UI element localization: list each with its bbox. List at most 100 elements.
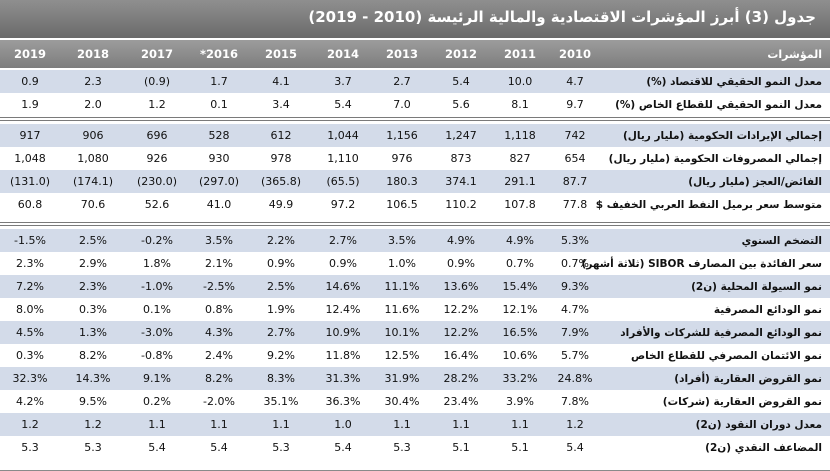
table-row: 1.9 2.0 1.2 0.1 3.4 5.4 7.0 5.6 8.1 9.7 معدل النمو… xyxy=(0,93,830,116)
value-cell: 0.2% xyxy=(143,395,171,408)
value-cell: 1.9% xyxy=(267,303,295,316)
value-cell: 2.1% xyxy=(205,257,233,270)
value-cell: 4.3% xyxy=(205,326,233,339)
header-indicator: المؤشرات xyxy=(767,47,822,61)
value-cell: 3.9% xyxy=(506,395,534,408)
value-cell: 31.3% xyxy=(325,372,361,385)
value-cell: 7.9% xyxy=(561,326,589,339)
value-cell: 8.0% xyxy=(16,303,44,316)
value-cell: 14.6% xyxy=(325,280,361,293)
header-year: *2016 xyxy=(199,47,239,61)
value-cell: 0.9% xyxy=(447,257,475,270)
value-cell: 696 xyxy=(146,129,168,142)
value-cell: 180.3 xyxy=(386,175,418,188)
value-cell: 9.2% xyxy=(267,349,295,362)
value-cell: 35.1% xyxy=(263,395,299,408)
value-cell: 5.3 xyxy=(84,441,102,454)
value-cell: -0.2% xyxy=(141,234,173,247)
value-cell: 11.1% xyxy=(384,280,420,293)
value-cell: 1,048 xyxy=(14,152,46,165)
value-cell: 11.6% xyxy=(384,303,420,316)
value-cell: 1.1 xyxy=(272,418,290,431)
value-cell: 24.8% xyxy=(557,372,593,385)
value-cell: 906 xyxy=(82,129,104,142)
value-cell: 1.0 xyxy=(334,418,352,431)
value-cell: 28.2% xyxy=(443,372,479,385)
value-cell: 1.2 xyxy=(21,418,39,431)
value-cell: 978 xyxy=(270,152,292,165)
header-year: 2012 xyxy=(444,47,477,61)
table-row: 4.2% 9.5% 0.2% -2.0% 35.1% 36.3% 30.4% 23.4% 3.9… xyxy=(0,390,830,413)
value-cell: 10.1% xyxy=(384,326,420,339)
value-cell: 0.9 xyxy=(21,75,39,88)
value-cell: 2.7 xyxy=(393,75,411,88)
value-cell: 5.4 xyxy=(334,441,352,454)
value-cell: 41.0 xyxy=(206,198,232,211)
value-cell: 107.8 xyxy=(504,198,536,211)
value-cell: 1.2 xyxy=(84,418,102,431)
value-cell: 4.5% xyxy=(16,326,44,339)
value-cell: 11.8% xyxy=(325,349,361,362)
value-cell: 0.3% xyxy=(16,349,44,362)
value-cell: 31.9% xyxy=(384,372,420,385)
value-cell: 5.3 xyxy=(272,441,290,454)
table-row: (131.0) (174.1) (230.0) (297.0) (365.8) (65.5… xyxy=(0,170,830,193)
value-cell: (65.5) xyxy=(326,175,360,188)
header-year: 2018 xyxy=(76,47,109,61)
table-row: 7.2% 2.3% -1.0% -2.5% 2.5% 14.6% 11.1% 13.6% 15.… xyxy=(0,275,830,298)
table-row: 32.3% 14.3% 9.1% 8.2% 8.3% 31.3% 31.9% 28.2% 33.… xyxy=(0,367,830,390)
value-cell: 0.9% xyxy=(267,257,295,270)
value-cell: 5.7% xyxy=(561,349,589,362)
table-row: 1.2 1.2 1.1 1.1 1.1 1.0 1.1 1.1 1.1 1.2 معدل دوران… xyxy=(0,413,830,436)
table-row: 917 906 696 528 612 1,044 1,156 1,247 1,118 742 إج… xyxy=(0,124,830,147)
value-cell: 60.8 xyxy=(17,198,43,211)
value-cell: 1.1 xyxy=(393,418,411,431)
value-cell: 3.5% xyxy=(388,234,416,247)
value-cell: 4.1 xyxy=(272,75,290,88)
value-cell: 1.0% xyxy=(388,257,416,270)
value-cell: 1,110 xyxy=(327,152,359,165)
value-cell: (0.9) xyxy=(143,75,171,88)
value-cell: 1.1 xyxy=(148,418,166,431)
value-cell: 917 xyxy=(19,129,41,142)
row-label: سعر الفائدة بين المصارف SIBOR (ثلاثة أشه… xyxy=(581,257,822,270)
table-row: 0.3% 8.2% -0.8% 2.4% 9.2% 11.8% 12.5% 16.4% 10.6… xyxy=(0,344,830,367)
value-cell: 3.5% xyxy=(205,234,233,247)
table-title-bar: جدول (3) أبرز المؤشرات الاقتصادية والمال… xyxy=(0,0,830,38)
group-divider xyxy=(0,116,830,122)
value-cell: 12.4% xyxy=(325,303,361,316)
value-cell: 1.3% xyxy=(79,326,107,339)
value-cell: -3.0% xyxy=(141,326,173,339)
value-cell: 2.5% xyxy=(267,280,295,293)
row-label: معدل النمو الحقيقي للاقتصاد (%) xyxy=(646,75,822,88)
table-row: -1.5% 2.5% -0.2% 3.5% 2.2% 2.7% 3.5% 4.9% 4.9% 5.… xyxy=(0,229,830,252)
value-cell: 2.7% xyxy=(267,326,295,339)
value-cell: 70.6 xyxy=(80,198,106,211)
value-cell: 1.1 xyxy=(511,418,529,431)
value-cell: 12.5% xyxy=(384,349,420,362)
value-cell: 976 xyxy=(391,152,413,165)
row-label: التضخم السنوي xyxy=(741,234,822,247)
value-cell: 8.2% xyxy=(79,349,107,362)
value-cell: 2.3% xyxy=(79,280,107,293)
value-cell: 0.7% xyxy=(506,257,534,270)
value-cell: 87.7 xyxy=(562,175,588,188)
value-cell: 930 xyxy=(208,152,230,165)
value-cell: 1,044 xyxy=(327,129,359,142)
value-cell: 5.3 xyxy=(21,441,39,454)
value-cell: 110.2 xyxy=(445,198,477,211)
value-cell: 654 xyxy=(564,152,586,165)
value-cell: 2.0 xyxy=(84,98,102,111)
value-cell: 0.9% xyxy=(329,257,357,270)
header-year: 2011 xyxy=(503,47,536,61)
value-cell: 7.0 xyxy=(393,98,411,111)
row-label: المضاعف النقدي (ن2) xyxy=(705,441,822,454)
table-row: 2.3% 2.9% 1.8% 2.1% 0.9% 0.9% 1.0% 0.9% 0.7% 0.7%… xyxy=(0,252,830,275)
header-year: 2015 xyxy=(264,47,297,61)
value-cell: 15.4% xyxy=(502,280,538,293)
value-cell: 52.6 xyxy=(144,198,170,211)
value-cell: 77.8 xyxy=(562,198,588,211)
value-cell: 1.2 xyxy=(148,98,166,111)
value-cell: 97.2 xyxy=(330,198,356,211)
value-cell: -0.8% xyxy=(141,349,173,362)
